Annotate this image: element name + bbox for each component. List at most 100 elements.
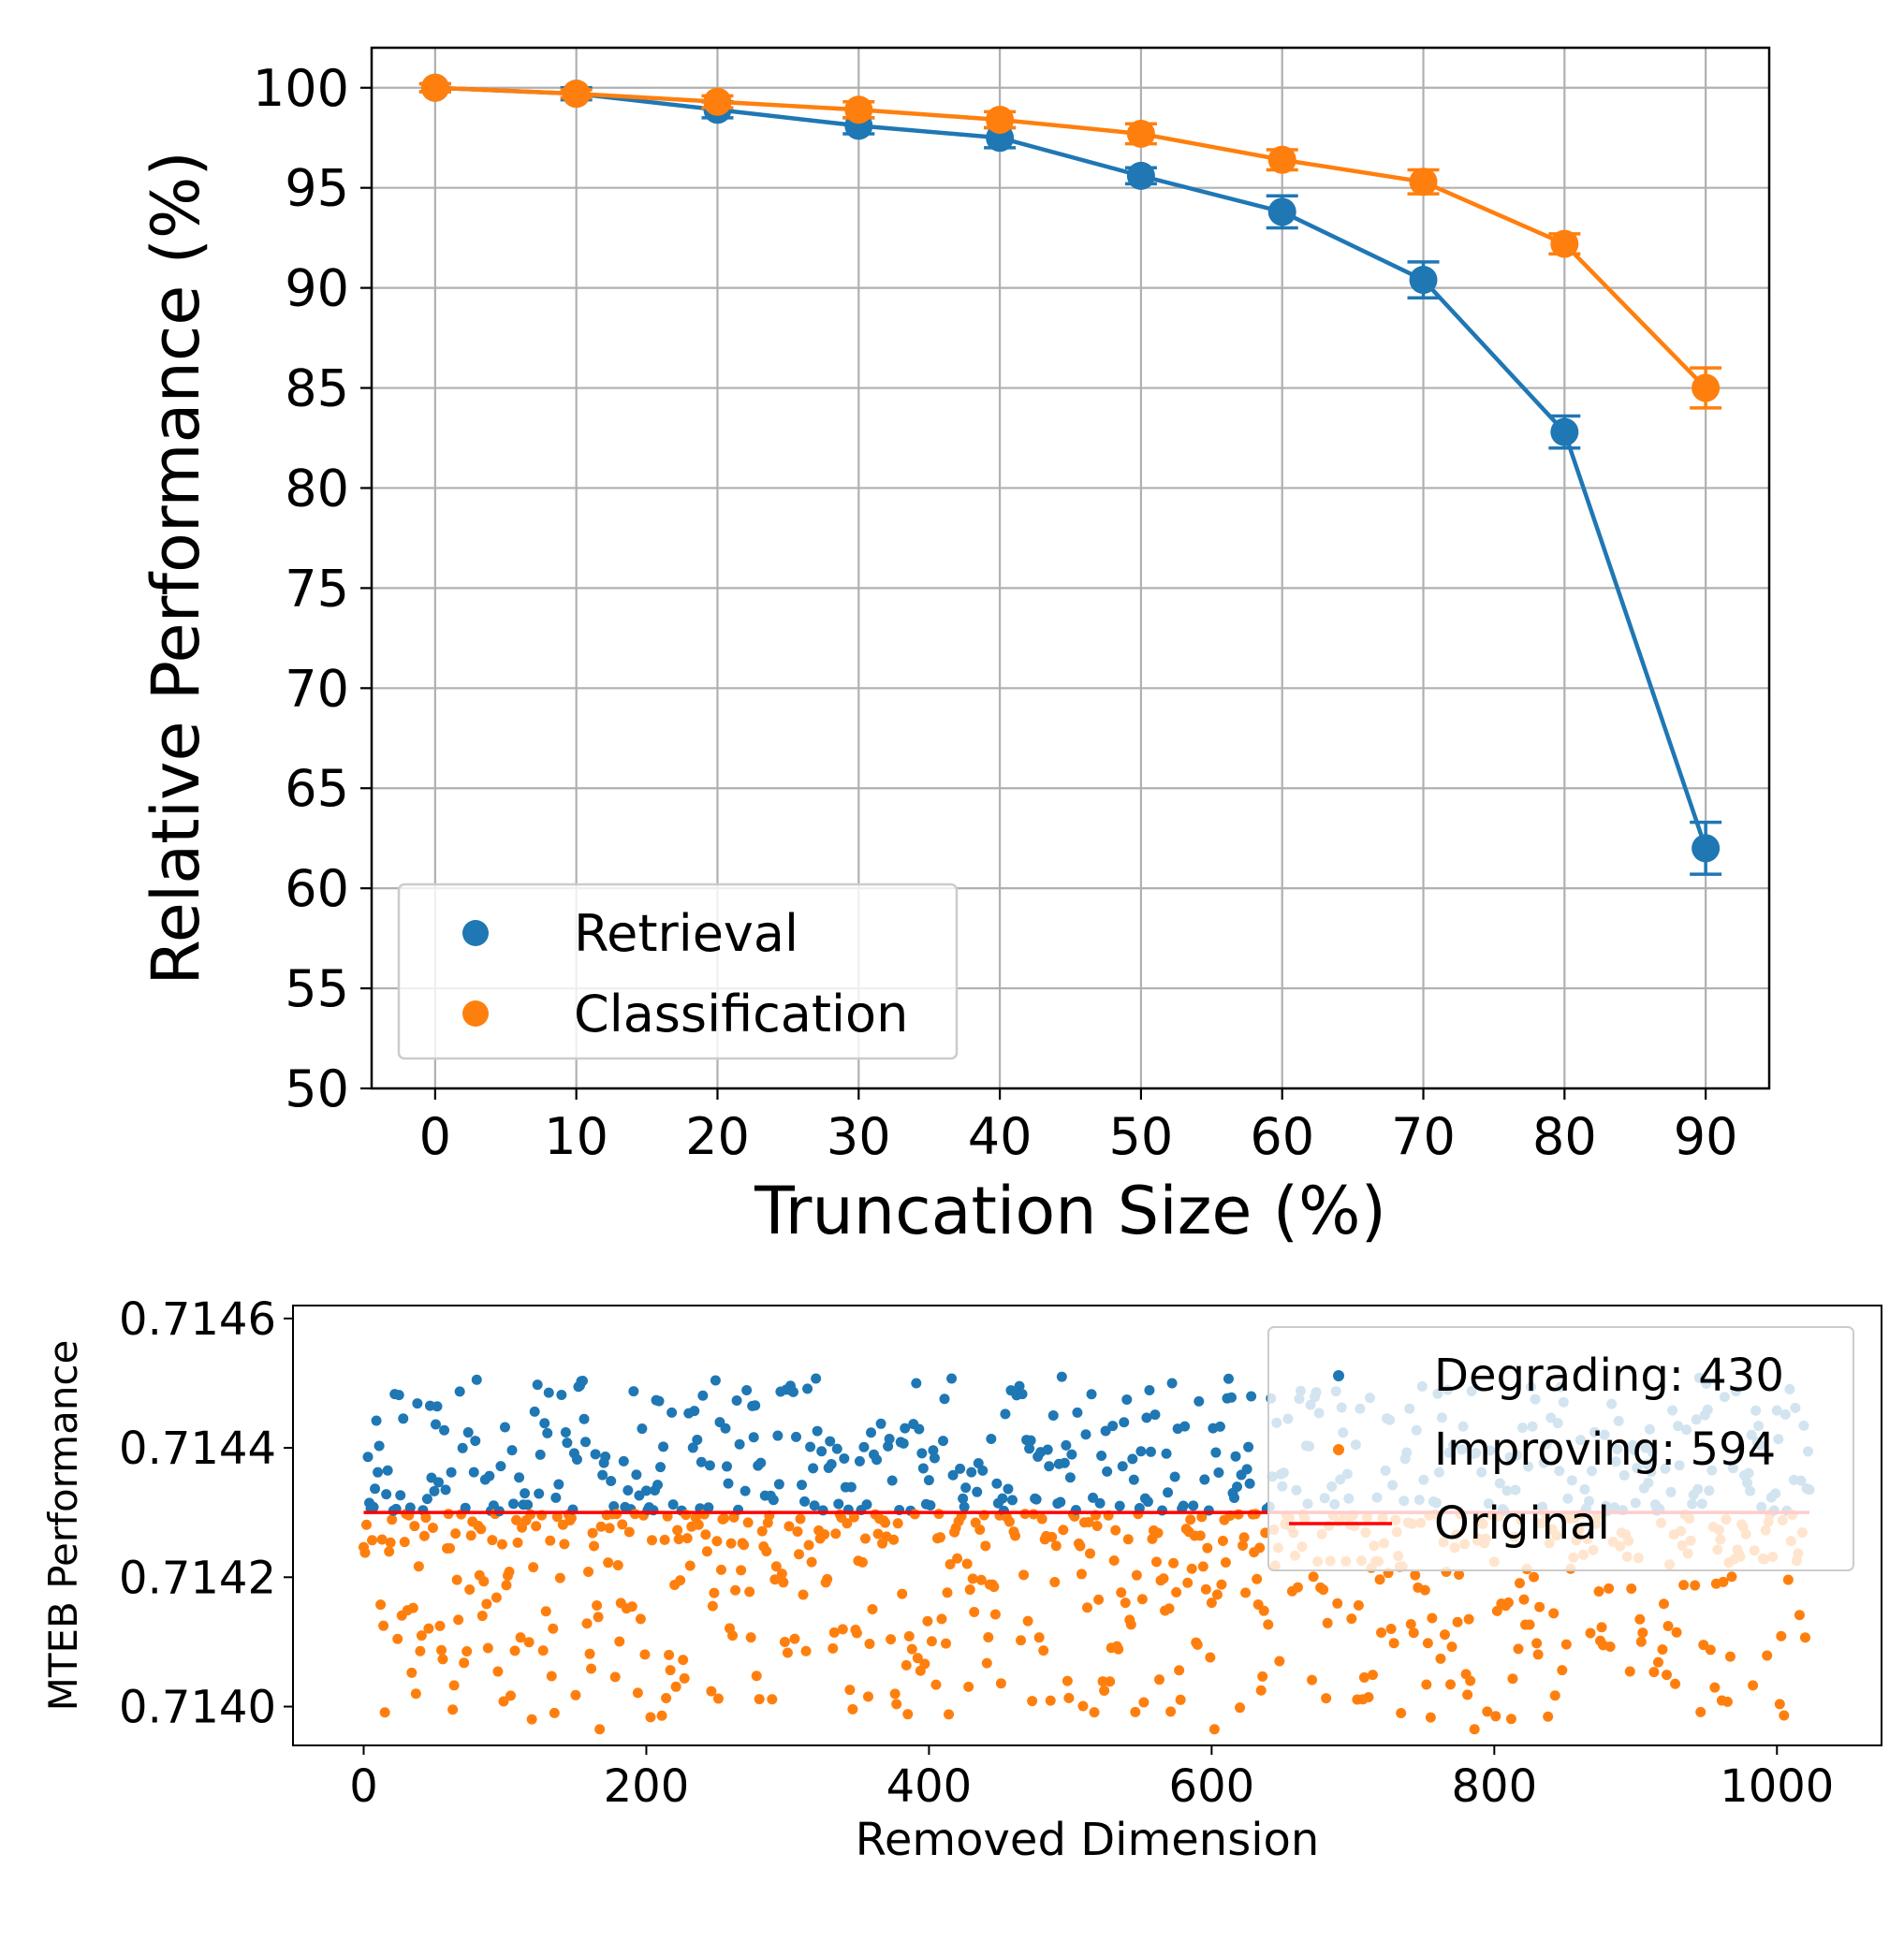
scatter-point-improving: [803, 1540, 814, 1551]
scatter-point-degrading: [710, 1375, 721, 1386]
scatter-point-degrading: [1064, 1472, 1076, 1483]
scatter-point-improving: [1110, 1525, 1121, 1536]
scatter-point-degrading: [550, 1492, 562, 1503]
scatter-point-degrading: [1179, 1421, 1191, 1432]
scatter-point-degrading: [1194, 1395, 1205, 1407]
scatter-point-degrading: [429, 1485, 440, 1496]
scatter-point-improving: [709, 1587, 720, 1598]
scatter-point-degrading: [1128, 1474, 1139, 1485]
scatter-point-improving: [1782, 1574, 1794, 1585]
scatter-point-improving: [1003, 1516, 1015, 1527]
scatter-point-degrading: [929, 1452, 940, 1464]
scatter-point-improving: [559, 1539, 570, 1550]
scatter-point-improving: [546, 1671, 557, 1682]
scatter-point-degrading: [960, 1482, 972, 1494]
scatter-point-improving: [1113, 1643, 1124, 1655]
scatter-point-degrading: [433, 1477, 445, 1488]
removed-dimension-chart: 0 200 400 600 800 1000 0.7140 0.7142 0.7144 0.714…: [40, 1293, 1882, 1866]
scatter-point-degrading: [1014, 1380, 1025, 1392]
scatter-point-improving: [1168, 1557, 1179, 1569]
scatter-point-improving: [1388, 1638, 1399, 1649]
scatter-point-improving: [1427, 1613, 1438, 1624]
scatter-point-improving: [670, 1681, 681, 1692]
scatter-point-improving: [1543, 1711, 1554, 1722]
scatter-point-improving: [1174, 1665, 1185, 1676]
scatter-point-improving: [1318, 1584, 1329, 1596]
legend-label-degrading: Degrading: 430: [1434, 1350, 1784, 1402]
scatter-point-improving: [1216, 1579, 1227, 1590]
scatter-point-improving: [594, 1724, 606, 1735]
scatter-point-improving: [1624, 1666, 1635, 1677]
scatter-point-degrading: [412, 1398, 423, 1409]
scatter-point-improving: [767, 1694, 778, 1705]
scatter-point-improving: [617, 1519, 628, 1530]
scatter-point-degrading: [430, 1419, 441, 1430]
scatter-point-degrading: [1080, 1429, 1091, 1440]
scatter-point-improving: [707, 1600, 718, 1612]
top-y-tick-label: 65: [285, 759, 349, 818]
scatter-point-degrading: [1225, 1392, 1237, 1403]
top-x-tick-label: 50: [1109, 1107, 1174, 1166]
scatter-point-degrading: [692, 1434, 703, 1445]
scatter-point-degrading: [925, 1500, 936, 1511]
scatter-point-improving: [1150, 1556, 1162, 1568]
scatter-point-improving: [1585, 1627, 1596, 1639]
scatter-point-degrading: [809, 1500, 820, 1511]
scatter-point-improving: [969, 1607, 980, 1618]
scatter-point-improving: [409, 1521, 420, 1532]
scatter-point-degrading: [382, 1465, 393, 1476]
scatter-point-degrading: [658, 1441, 669, 1452]
scatter-point-improving: [1465, 1675, 1476, 1686]
scatter-point-improving: [448, 1680, 460, 1691]
scatter-point-improving: [570, 1689, 581, 1700]
scatter-point-degrading: [571, 1453, 582, 1465]
scatter-point-degrading: [722, 1461, 733, 1472]
scatter-point-improving: [1175, 1694, 1186, 1705]
top-y-tick-label: 75: [285, 559, 349, 618]
scatter-point-improving: [1093, 1594, 1105, 1605]
scatter-point-improving: [684, 1560, 696, 1571]
scatter-point-improving: [1202, 1542, 1213, 1554]
scatter-point-improving: [1463, 1613, 1474, 1625]
scatter-point-improving: [1308, 1571, 1319, 1583]
scatter-point-improving: [1419, 1584, 1430, 1596]
scatter-point-improving: [375, 1599, 387, 1611]
top-x-tick-label: 60: [1250, 1107, 1314, 1166]
scatter-point-improving: [1240, 1587, 1252, 1598]
scatter-point-improving: [980, 1540, 991, 1552]
scatter-point-improving: [1549, 1690, 1560, 1701]
bottom-y-tick-label: 0.7146: [119, 1293, 276, 1346]
scatter-point-improving: [902, 1709, 914, 1720]
scatter-point-improving: [727, 1630, 739, 1642]
scatter-point-improving: [1138, 1697, 1150, 1708]
scatter-point-improving: [1662, 1670, 1673, 1681]
series-line-retrieval: [434, 85, 1708, 850]
scatter-point-improving: [1196, 1511, 1208, 1523]
scatter-point-degrading: [556, 1390, 567, 1401]
scatter-point-degrading: [1214, 1421, 1225, 1432]
scatter-point-degrading: [1094, 1497, 1106, 1509]
scatter-point-improving: [1695, 1706, 1706, 1717]
scatter-point-improving: [392, 1633, 403, 1644]
scatter-point-improving: [1396, 1707, 1407, 1718]
scatter-point-improving: [857, 1556, 868, 1568]
scatter-point-improving: [1762, 1650, 1773, 1661]
scatter-point-improving: [1358, 1671, 1369, 1683]
scatter-point-degrading: [861, 1499, 872, 1510]
scatter-point-degrading: [404, 1502, 416, 1513]
scatter-point-improving: [806, 1556, 817, 1568]
scatter-point-improving: [989, 1582, 1000, 1593]
scatter-point-improving: [886, 1634, 897, 1645]
scatter-point-improving: [1186, 1563, 1197, 1574]
scatter-point-improving: [1652, 1656, 1663, 1668]
scatter-point-degrading: [1142, 1496, 1153, 1508]
scatter-point-improving: [626, 1601, 637, 1613]
scatter-point-degrading: [432, 1401, 443, 1412]
scatter-point-improving: [459, 1657, 470, 1669]
scatter-point-improving: [1346, 1613, 1357, 1625]
scatter-point-degrading: [966, 1467, 977, 1478]
scatter-point-improving: [447, 1704, 459, 1715]
scatter-point-improving: [795, 1513, 806, 1525]
scatter-point-improving: [859, 1533, 871, 1544]
